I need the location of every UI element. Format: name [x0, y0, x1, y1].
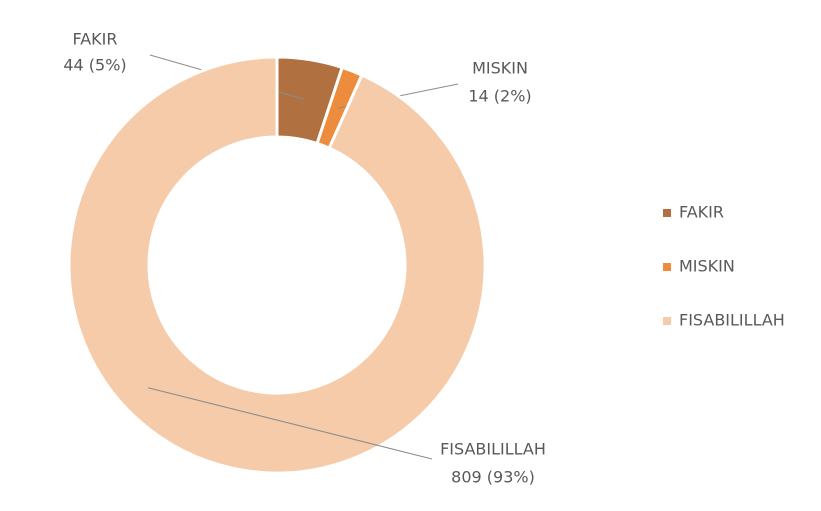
- data-label-value: 44 (5%): [63, 56, 126, 75]
- legend-label: MISKIN: [679, 257, 735, 276]
- data-label-name: FISABILILLAH: [440, 440, 546, 459]
- legend-label: FAKIR: [679, 203, 724, 222]
- legend-swatch: [663, 263, 671, 271]
- leader-line: [147, 387, 433, 460]
- legend-swatch: [663, 209, 671, 217]
- data-label-value: 14 (2%): [468, 87, 531, 106]
- data-label-value: 809 (93%): [451, 468, 535, 487]
- data-label-name: FAKIR: [72, 30, 117, 49]
- data-label-name: MISKIN: [472, 59, 528, 78]
- legend-swatch: [663, 317, 671, 325]
- donut-slice: [67, 55, 487, 475]
- legend-label: FISABILILLAH: [679, 311, 785, 330]
